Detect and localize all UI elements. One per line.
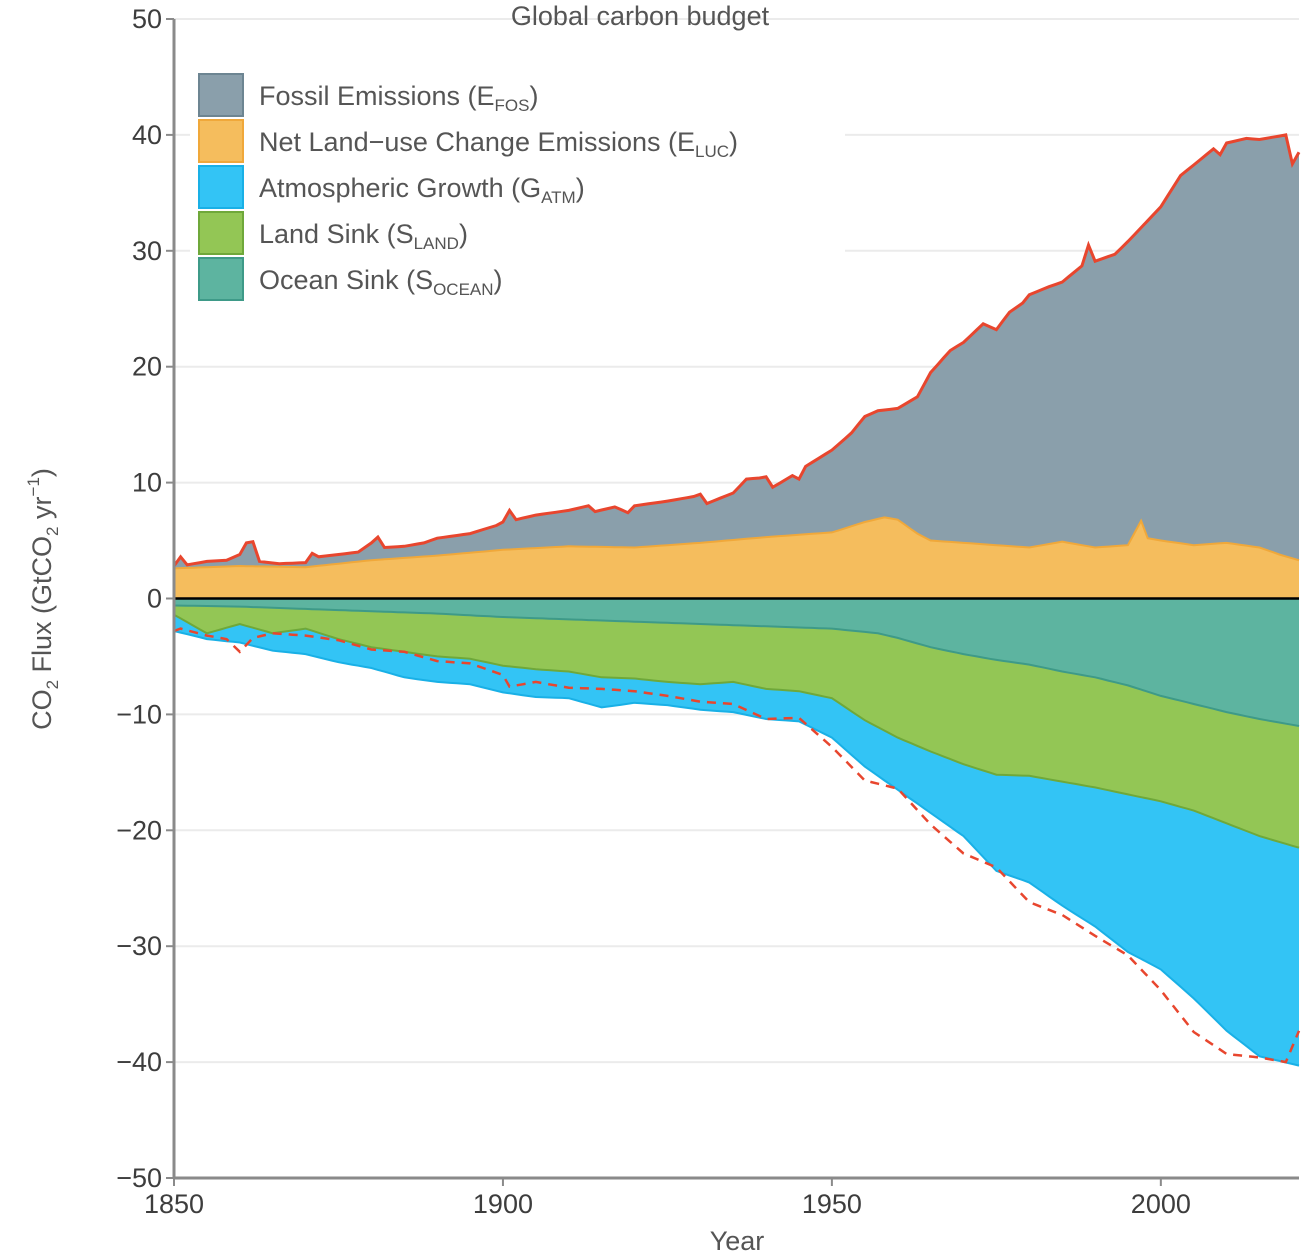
y-tick-label: 50 bbox=[132, 4, 162, 34]
y-axis-title-base: CO bbox=[27, 689, 57, 730]
area-fossil-emissions bbox=[174, 134, 1299, 569]
legend bbox=[190, 62, 845, 310]
series-lines bbox=[172, 133, 1301, 1067]
legend-swatch-ocean bbox=[198, 257, 244, 301]
y-tick-label: 40 bbox=[132, 120, 162, 150]
x-tick-label: 1950 bbox=[802, 1189, 862, 1219]
legend-label-land: Land Sink (SLAND) bbox=[259, 219, 468, 253]
legend-label-ocean: Ocean Sink (SOCEAN) bbox=[259, 265, 503, 299]
area-atmospheric-growth bbox=[174, 614, 1299, 1066]
line-total-emissions bbox=[172, 133, 1301, 567]
y-tick-label: 10 bbox=[132, 468, 162, 498]
area-ocean-sink bbox=[174, 598, 1299, 726]
chart-title: Global carbon budget bbox=[511, 1, 770, 31]
y-axis-title-mid2: yr bbox=[27, 496, 57, 526]
y-tick-label: −30 bbox=[116, 931, 162, 961]
y-tick-label: −20 bbox=[116, 815, 162, 845]
legend-label-atm: Atmospheric Growth (GATM) bbox=[259, 173, 585, 207]
area-land-use-change bbox=[174, 517, 1299, 599]
y-axis-title: CO2 Flux (GtCO2 yr−1) bbox=[24, 468, 62, 730]
stacked-areas bbox=[174, 134, 1299, 1066]
y-tick-label: −50 bbox=[116, 1163, 162, 1193]
y-axis-title-end: ) bbox=[27, 468, 57, 477]
y-axis-title-sup: −1 bbox=[24, 477, 43, 496]
y-axis-title-mid: Flux (GtCO bbox=[27, 536, 57, 680]
line-ocean-edge bbox=[173, 604, 1300, 727]
legend-swatch-atm bbox=[198, 165, 244, 209]
y-tick-label: −40 bbox=[116, 1047, 162, 1077]
line-luc-edge bbox=[173, 516, 1300, 570]
y-tick-label: 0 bbox=[147, 584, 162, 614]
y-axis-title-sub2: 2 bbox=[43, 526, 62, 535]
legend-entries: Fossil Emissions (EFOS) Net Land−use Chan… bbox=[198, 73, 738, 301]
y-tick-label: 30 bbox=[132, 236, 162, 266]
area-land-sink bbox=[174, 605, 1299, 848]
svg-text:CO2 Flux (GtCO2 yr−1): CO2 Flux (GtCO2 yr−1) bbox=[24, 468, 62, 730]
legend-label-fossil: Fossil Emissions (EFOS) bbox=[259, 81, 539, 115]
y-axis-title-sub1: 2 bbox=[43, 680, 62, 689]
x-tick-label: 2000 bbox=[1131, 1189, 1191, 1219]
legend-label-luc: Net Land−use Change Emissions (ELUC) bbox=[259, 127, 738, 161]
x-tick-label: 1850 bbox=[144, 1189, 204, 1219]
legend-swatch-fossil bbox=[198, 73, 244, 117]
x-tick-label: 1900 bbox=[473, 1189, 533, 1219]
legend-swatch-land bbox=[198, 211, 244, 255]
y-tick-label: 20 bbox=[132, 352, 162, 382]
y-tick-label: −10 bbox=[116, 699, 162, 729]
x-axis-title: Year bbox=[710, 1226, 765, 1256]
line-atm-edge bbox=[173, 630, 1300, 1067]
line-land-edge bbox=[173, 613, 1300, 849]
legend-swatch-luc bbox=[198, 119, 244, 163]
legend-background bbox=[190, 62, 845, 310]
